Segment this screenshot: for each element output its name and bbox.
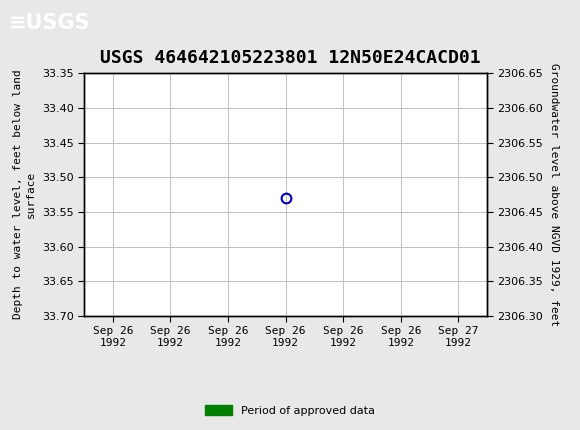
Y-axis label: Groundwater level above NGVD 1929, feet: Groundwater level above NGVD 1929, feet [549, 63, 559, 326]
Text: USGS 464642105223801 12N50E24CACD01: USGS 464642105223801 12N50E24CACD01 [100, 49, 480, 68]
Legend: Period of approved data: Period of approved data [200, 400, 380, 420]
Text: ≡USGS: ≡USGS [9, 12, 90, 33]
Y-axis label: Depth to water level, feet below land
surface: Depth to water level, feet below land su… [13, 70, 37, 319]
